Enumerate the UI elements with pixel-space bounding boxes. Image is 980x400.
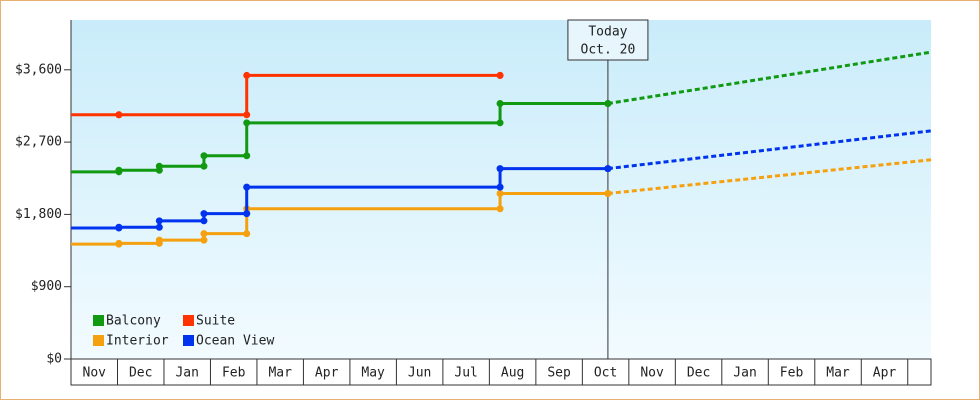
forecast-line (607, 50, 932, 106)
step-corner (243, 210, 251, 218)
step-corner (155, 223, 163, 231)
x-tick-label: Mar (826, 366, 850, 381)
x-tick-label: May (361, 366, 385, 381)
point (115, 239, 123, 247)
point (200, 210, 208, 218)
legend-swatch (183, 335, 194, 346)
point (200, 230, 208, 238)
today-label: Oct. 20 (581, 43, 636, 58)
x-tick-label: Oct (594, 366, 617, 381)
x-tick-label: Nov (640, 366, 664, 381)
point (604, 100, 612, 108)
x-tick-label: Jan (733, 366, 756, 381)
today-box (567, 19, 649, 61)
y-tick-label: $0 (46, 352, 62, 367)
x-tick-label: Apr (315, 366, 339, 381)
point (243, 119, 251, 127)
point (243, 183, 251, 191)
step-corner (496, 183, 504, 191)
point (155, 217, 163, 225)
point (496, 71, 504, 79)
legend-swatch (183, 315, 194, 326)
step-corner (200, 217, 208, 225)
x-tick-label: Dec (129, 366, 152, 381)
x-tick-label: Jan (175, 366, 198, 381)
point (496, 190, 504, 198)
x-tick-label: Aug (501, 366, 524, 381)
y-tick-label: $900 (31, 279, 62, 294)
point (115, 223, 123, 231)
point (243, 71, 251, 79)
point (155, 236, 163, 244)
point (604, 190, 612, 198)
y-tick-label: $2,700 (15, 135, 62, 150)
x-tick-label: Jul (454, 366, 477, 381)
step-corner (496, 119, 504, 127)
x-tick-label: Feb (222, 366, 246, 381)
step-corner (200, 162, 208, 170)
point (496, 100, 504, 108)
today-label: Today (588, 25, 627, 40)
x-tick-label: Apr (873, 366, 897, 381)
legend-label: Interior (106, 334, 169, 349)
legend-label: Ocean View (196, 334, 274, 349)
x-tick-label: Sep (547, 366, 571, 381)
x-tick-label: Feb (780, 366, 804, 381)
step-corner (496, 205, 504, 213)
legend-label: Balcony (106, 314, 161, 329)
x-tick-label: Mar (268, 366, 292, 381)
step-corner (243, 111, 251, 119)
x-tick-label: Dec (687, 366, 710, 381)
step-corner (200, 236, 208, 244)
point (155, 162, 163, 170)
forecast-line (607, 158, 932, 196)
legend-label: Suite (196, 314, 235, 329)
step-corner (243, 230, 251, 238)
legend-swatch (93, 315, 104, 326)
point (200, 152, 208, 160)
x-tick-label: Nov (83, 366, 107, 381)
point (604, 165, 612, 173)
point (115, 166, 123, 174)
step-corner (243, 152, 251, 160)
forecast-line (607, 129, 932, 171)
x-tick-label: Jun (408, 366, 431, 381)
point (115, 111, 123, 119)
y-tick-label: $3,600 (15, 62, 62, 77)
y-tick-label: $1,800 (15, 207, 62, 222)
point (496, 165, 504, 173)
legend-swatch (93, 335, 104, 346)
